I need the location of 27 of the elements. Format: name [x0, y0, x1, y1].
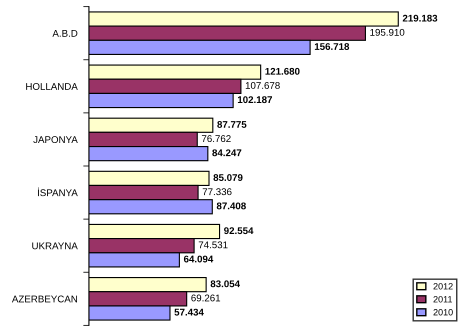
legend-label: 2012	[434, 283, 453, 290]
data-label: 121.680	[265, 68, 300, 75]
data-label: 69.261	[191, 294, 220, 302]
legend-label: 2010	[434, 309, 453, 316]
data-label: 57.434	[174, 308, 204, 316]
data-label: 87.408	[216, 202, 246, 210]
data-label: 102.187	[238, 96, 272, 104]
data-label: 195.910	[370, 28, 404, 36]
data-label: 84.247	[212, 149, 242, 156]
data-label: 92.554	[224, 227, 254, 234]
data-label: 107.678	[246, 82, 280, 89]
y-tick-label: JAPONYA	[33, 136, 78, 144]
data-label: 83.054	[210, 280, 240, 288]
data-label: 77.336	[202, 188, 232, 196]
data-label: 219.183	[402, 14, 438, 22]
data-label: 74.531	[198, 241, 228, 248]
y-tick-label: AZERBEYCAN	[12, 296, 78, 302]
y-tick-label: A.B.D	[52, 30, 78, 37]
legend-label: 2011	[434, 296, 452, 302]
y-tick-label: İSPANYA	[38, 188, 78, 196]
y-tick-label: HOLLANDA	[26, 83, 78, 90]
data-label: 85.079	[213, 174, 243, 182]
data-label: 87.775	[217, 121, 246, 128]
data-label: 76.762	[202, 135, 231, 142]
y-tick-label: UKRAYNA	[32, 242, 78, 250]
data-label: 156.718	[314, 43, 350, 50]
data-label: 64.094	[184, 256, 214, 262]
